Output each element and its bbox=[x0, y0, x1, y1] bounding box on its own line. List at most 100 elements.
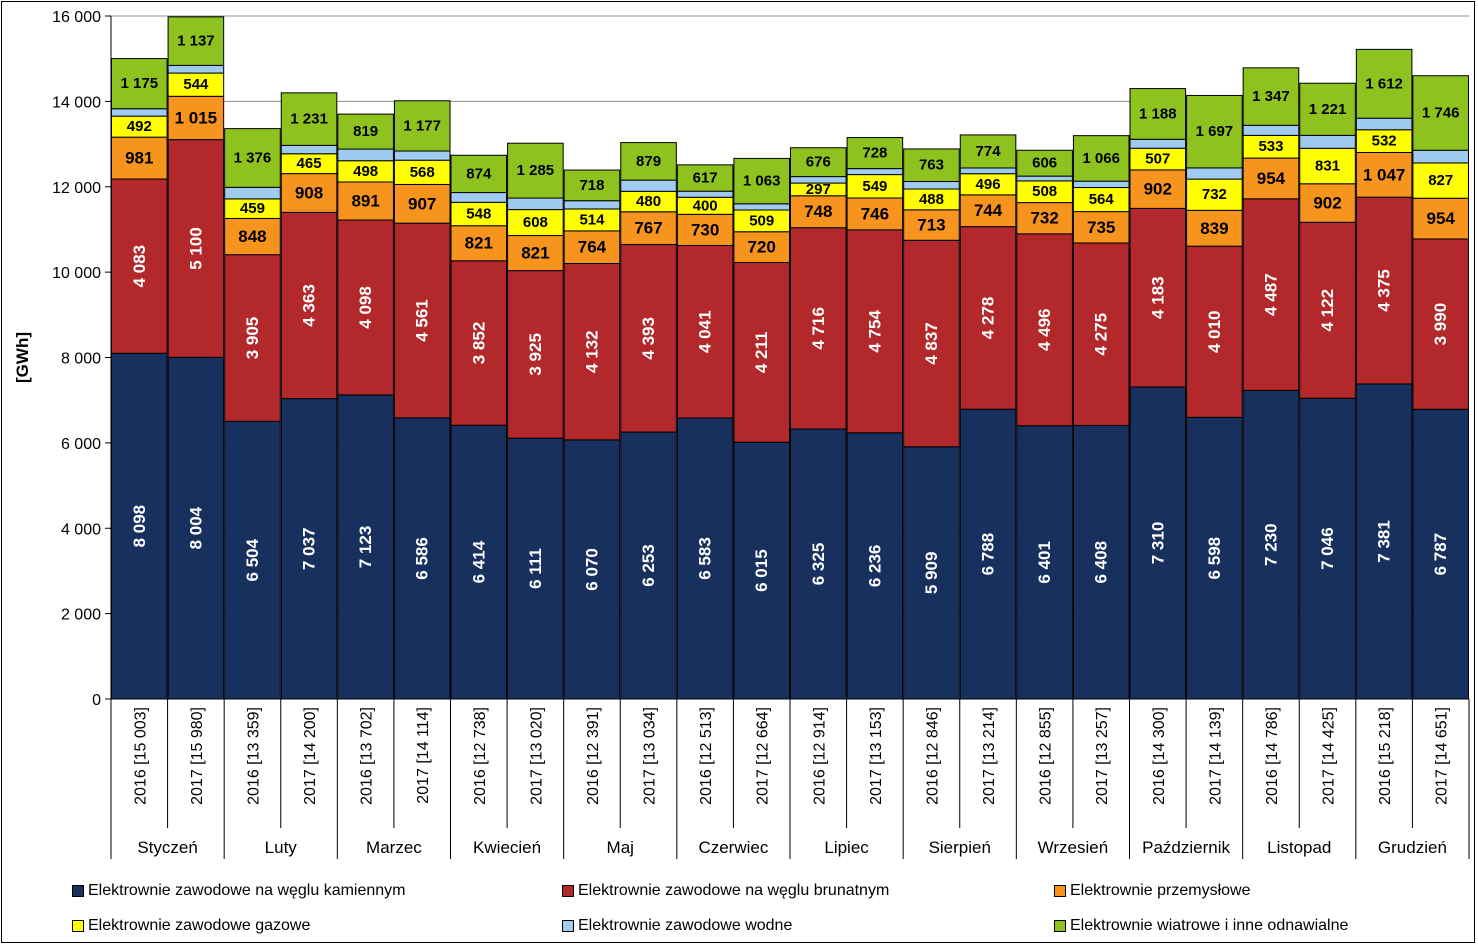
bar-segment bbox=[167, 64, 225, 74]
bar-data-label: 730 bbox=[691, 220, 719, 239]
bar-data-label: 908 bbox=[295, 183, 323, 202]
bar-data-label: 1 231 bbox=[290, 111, 328, 128]
bar-data-label: 7 046 bbox=[1318, 527, 1337, 570]
bar-segment bbox=[1412, 197, 1469, 240]
bar-segment bbox=[1129, 207, 1187, 388]
bar-segment bbox=[903, 239, 960, 448]
bar-data-label: 1 347 bbox=[1252, 88, 1290, 105]
bar-data-label: 6 111 bbox=[526, 548, 545, 589]
bar-segment bbox=[959, 167, 1017, 175]
bar-segment bbox=[790, 428, 847, 700]
bar-segment bbox=[1355, 48, 1413, 119]
x-category-label: 2017 [14 425] bbox=[1321, 707, 1338, 805]
bar-data-label: 767 bbox=[634, 219, 662, 238]
bar-data-label: 1 015 bbox=[175, 108, 218, 127]
legend-swatch bbox=[562, 885, 574, 897]
x-category-label: 2017 [14 651] bbox=[1434, 707, 1451, 805]
x-category-label: 2016 [12 391] bbox=[585, 707, 602, 805]
bar-segment bbox=[507, 437, 564, 700]
bar-segment bbox=[1355, 117, 1413, 131]
bar-segment bbox=[280, 144, 338, 155]
bar-segment bbox=[733, 441, 791, 700]
bar-segment bbox=[507, 270, 564, 439]
bar-data-label: 544 bbox=[183, 76, 209, 93]
bar-data-label: 6 070 bbox=[582, 548, 601, 591]
bar-segment bbox=[507, 235, 564, 272]
bar-segment bbox=[450, 192, 508, 203]
legend-label: Elektrownie zawodowe na węglu kamiennym bbox=[88, 882, 406, 899]
bar-data-label: 6 583 bbox=[696, 537, 715, 580]
bar-data-label: 1 285 bbox=[517, 162, 555, 179]
bar-data-label: 6 788 bbox=[979, 533, 998, 576]
bar-data-label: 514 bbox=[579, 211, 605, 228]
bar-segment bbox=[450, 424, 508, 700]
bar-data-label: 774 bbox=[976, 143, 1002, 160]
bar-segment bbox=[1072, 135, 1130, 182]
month-label: Lipiec bbox=[824, 838, 869, 857]
y-tick-label: 14 000 bbox=[52, 94, 101, 111]
bar-data-label: 821 bbox=[521, 244, 549, 263]
legend-swatch bbox=[72, 885, 84, 897]
bar-segment bbox=[224, 217, 281, 256]
bar-data-label: 1 612 bbox=[1365, 75, 1403, 92]
bar-data-label: 732 bbox=[1030, 209, 1058, 228]
bar-segment bbox=[224, 186, 281, 200]
bar-segment bbox=[846, 168, 904, 176]
bar-data-label: 4 122 bbox=[1318, 289, 1337, 332]
bar-segment bbox=[1242, 157, 1300, 200]
bar-segment bbox=[393, 100, 451, 152]
bar-segment bbox=[1186, 245, 1243, 418]
bar-segment bbox=[1072, 424, 1130, 700]
bar-segment bbox=[450, 225, 508, 262]
bar-segment bbox=[393, 159, 451, 185]
bar-data-label: 606 bbox=[1032, 155, 1057, 172]
bar-data-label: 4 211 bbox=[752, 332, 771, 374]
y-tick-label: 8 000 bbox=[61, 351, 101, 368]
bar-segment bbox=[676, 164, 734, 192]
bar-data-label: 907 bbox=[408, 194, 436, 213]
bar-data-label: 608 bbox=[523, 214, 548, 231]
bar-segment bbox=[790, 227, 847, 430]
bar-segment bbox=[337, 394, 394, 700]
legend-label: Elektrownie wiatrowe i inne odnawialne bbox=[1070, 917, 1349, 934]
legend-swatch bbox=[562, 920, 574, 932]
bar-data-label: 532 bbox=[1372, 133, 1397, 150]
legend-label: Elektrownie zawodowe na węglu brunatnym bbox=[578, 882, 890, 899]
bar-data-label: 492 bbox=[127, 118, 152, 135]
bar-data-label: 839 bbox=[1200, 219, 1228, 238]
legend-label: Elektrownie zawodowe gazowe bbox=[88, 917, 311, 934]
bar-data-label: 763 bbox=[919, 157, 944, 174]
bar-segment bbox=[620, 142, 677, 181]
month-label: Czerwiec bbox=[698, 838, 768, 857]
bar-data-label: 4 561 bbox=[413, 299, 432, 342]
bar-data-label: 1 177 bbox=[403, 117, 441, 134]
x-category-label: 2017 [13 153] bbox=[868, 707, 885, 805]
bar-segment bbox=[1299, 397, 1356, 700]
bar-segment bbox=[676, 417, 734, 700]
month-label: Styczeń bbox=[137, 838, 197, 857]
bar-data-label: 764 bbox=[578, 238, 607, 257]
bar-segment bbox=[1412, 162, 1469, 199]
legend-label: Elektrownie zawodowe wodne bbox=[578, 917, 793, 934]
bar-data-label: 297 bbox=[806, 181, 831, 198]
bar-data-label: 718 bbox=[579, 177, 604, 194]
bar-data-label: 4 010 bbox=[1205, 310, 1224, 353]
x-category-label: 2016 [12 914] bbox=[811, 707, 828, 805]
bar-data-label: 1 063 bbox=[743, 173, 781, 190]
bar-data-label: 744 bbox=[974, 201, 1003, 220]
x-category-label: 2017 [14 200] bbox=[302, 707, 319, 805]
bar-segment bbox=[676, 244, 734, 419]
bar-data-label: 6 414 bbox=[469, 540, 488, 583]
bar-data-label: 498 bbox=[353, 163, 378, 180]
bar-data-label: 1 376 bbox=[234, 149, 272, 166]
bar-data-label: 981 bbox=[125, 149, 153, 168]
legend-swatch bbox=[1054, 920, 1066, 932]
x-category-label: 2017 [14 139] bbox=[1207, 707, 1224, 805]
bar-segment bbox=[563, 263, 621, 441]
bar-segment bbox=[1242, 198, 1300, 391]
x-category-label: 2016 [12 513] bbox=[698, 707, 715, 805]
bar-data-label: 954 bbox=[1257, 169, 1286, 188]
bar-segment bbox=[111, 108, 168, 117]
bar-data-label: 735 bbox=[1087, 218, 1115, 237]
bar-segment bbox=[620, 211, 677, 246]
